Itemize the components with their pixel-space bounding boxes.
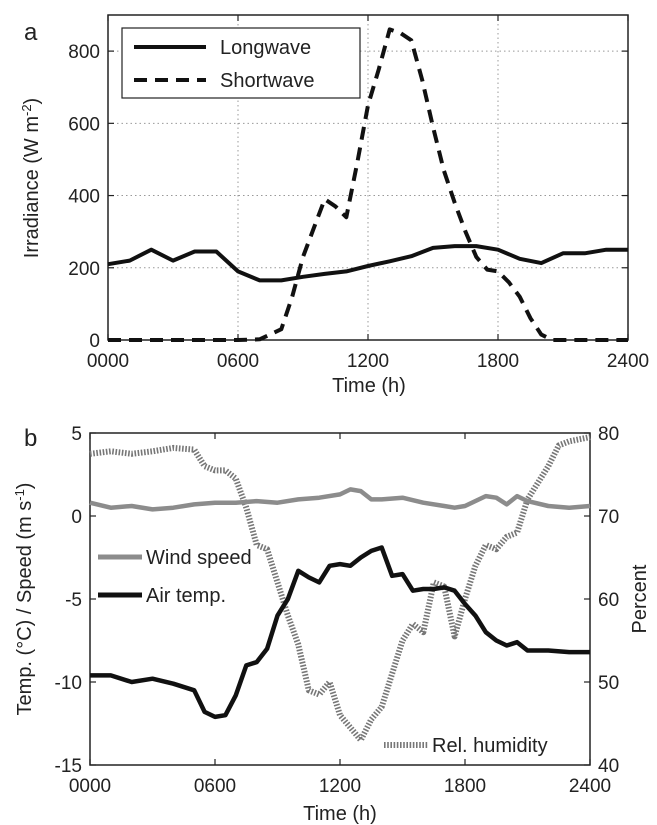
panel-a-ticks: 0000 0600 1200 1800 2400 0 200 400 600 800 [68, 15, 649, 372]
y-left-tick-label: -5 [65, 590, 82, 611]
y-left-tick-label: 5 [71, 424, 82, 445]
x-tick-label: 2400 [569, 776, 611, 797]
panel-b-plot: 0000 0600 1200 1800 2400 -15 -10 -5 0 5 40 50 60 70 80… [12, 424, 652, 825]
series-line-longwave [107, 244, 628, 283]
panel-b-ticks: 0000 0600 1200 1800 2400 -15 -10 -5 0 5 40 50 60 70 80 [55, 424, 620, 797]
panel-b-lines [89, 434, 591, 744]
panel-a-legend: Longwave Shortwave [121, 27, 361, 99]
legend-label-rel-humidity: Rel. humidity [432, 735, 548, 757]
x-tick-label: 1200 [347, 351, 389, 372]
x-tick-label: 1200 [319, 776, 361, 797]
legend-label-longwave: Longwave [220, 37, 311, 59]
y-left-tick-label: -10 [55, 673, 82, 694]
y-right-tick-label: 80 [598, 424, 619, 445]
series-line-rel-humidity [89, 434, 591, 744]
legend-label-wind-speed: Wind speed [146, 547, 252, 569]
panel-a-lines [107, 27, 628, 342]
x-tick-label: 0000 [87, 351, 129, 372]
panel-label-a: a [24, 19, 38, 46]
panel-a-ylabel-sup: -2 [19, 104, 34, 116]
series-line-shortwave [108, 27, 628, 342]
y-tick-label: 0 [89, 331, 100, 352]
x-tick-label: 0600 [217, 351, 259, 372]
y-tick-label: 400 [68, 187, 100, 208]
panel-a-ylabel-main: Irradiance (W m [21, 116, 43, 258]
x-tick-label: 1800 [477, 351, 519, 372]
panel-label-b: b [24, 425, 37, 452]
legend-label-air-temp: Air temp. [146, 585, 226, 607]
y-right-tick-label: 60 [598, 590, 619, 611]
panel-b-ylabel-right: Percent [629, 564, 651, 633]
x-tick-label: 0600 [194, 776, 236, 797]
panel-b-ylabel-left: Temp. (°C) / Speed (m s-1) [12, 483, 37, 716]
legend-box [121, 27, 361, 99]
y-tick-label: 800 [68, 42, 100, 63]
x-tick-label: 2400 [607, 351, 649, 372]
panel-b-ylabel-left-main: Temp. (°C) / Speed (m s [14, 501, 36, 716]
panel-b-ylabel-left-end: ) [14, 483, 36, 490]
panel-a-plot: 0000 0600 1200 1800 2400 0 200 400 600 800 Longwa… [19, 14, 649, 397]
panel-b-xlabel: Time (h) [303, 803, 377, 825]
y-right-tick-label: 70 [598, 507, 619, 528]
panel-a-ylabel-end: ) [21, 98, 43, 105]
y-right-tick-label: 40 [598, 756, 619, 777]
y-tick-label: 600 [68, 114, 100, 135]
panel-a-xlabel: Time (h) [332, 375, 406, 397]
series-line-wind-speed [89, 487, 591, 512]
legend-label-shortwave: Shortwave [220, 70, 315, 92]
y-left-tick-label: 0 [71, 507, 82, 528]
x-tick-label: 1800 [444, 776, 486, 797]
y-left-tick-label: -15 [55, 756, 82, 777]
series-line-air-temp [90, 545, 590, 720]
x-tick-label: 0000 [69, 776, 111, 797]
panel-b-ylabel-left-sup: -1 [12, 489, 27, 501]
panel-b-legend: Wind speed Air temp. Rel. humidity [98, 547, 548, 757]
panel-a-ylabel: Irradiance (W m-2) [19, 98, 44, 258]
y-right-tick-label: 50 [598, 673, 619, 694]
y-tick-label: 200 [68, 259, 100, 280]
